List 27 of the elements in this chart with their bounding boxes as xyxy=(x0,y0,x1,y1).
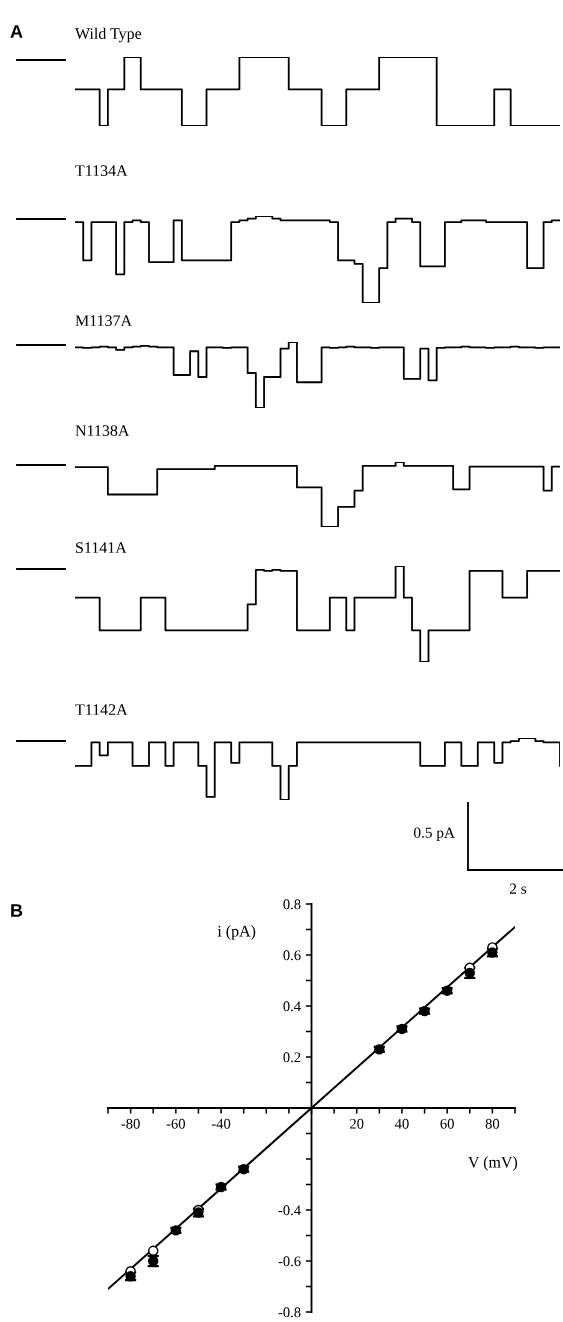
y-tick-label: -0.6 xyxy=(278,1256,301,1267)
y-tick-label: 0.2 xyxy=(283,1052,301,1063)
x-tick-label: 20 xyxy=(350,1118,364,1129)
chart-title: Wild Type xyxy=(75,27,142,43)
x-tick-label: 40 xyxy=(394,1118,409,1129)
text: 2 s xyxy=(509,883,527,894)
y-tick-label: 0.8 xyxy=(283,899,301,910)
x-tick-label: 80 xyxy=(485,1118,500,1129)
point xyxy=(148,1245,159,1256)
text: A xyxy=(10,25,23,38)
y-tick-label: 0.6 xyxy=(283,950,301,961)
y-axis-title: i (pA) xyxy=(217,925,256,940)
chart-title: T1134A xyxy=(75,165,128,176)
text: 0.5 pA xyxy=(413,827,455,841)
x-tick-label: -80 xyxy=(121,1118,140,1129)
chart-title: M1137A xyxy=(75,315,132,326)
y-tick-label: -0.4 xyxy=(278,1205,301,1216)
chart-title: S1141A xyxy=(76,542,127,553)
chart-title: N1138A xyxy=(75,425,130,436)
x-tick-label: 60 xyxy=(440,1118,454,1129)
y-tick-label: -0.8 xyxy=(278,1307,301,1318)
chart-title: T1142A xyxy=(75,704,128,715)
y-tick-label: 0.4 xyxy=(283,1001,301,1012)
text: B xyxy=(11,904,23,917)
x-tick-label: -40 xyxy=(211,1118,231,1129)
x-tick-label: -60 xyxy=(166,1118,185,1129)
x-axis-title: V (mV) xyxy=(468,1156,518,1171)
